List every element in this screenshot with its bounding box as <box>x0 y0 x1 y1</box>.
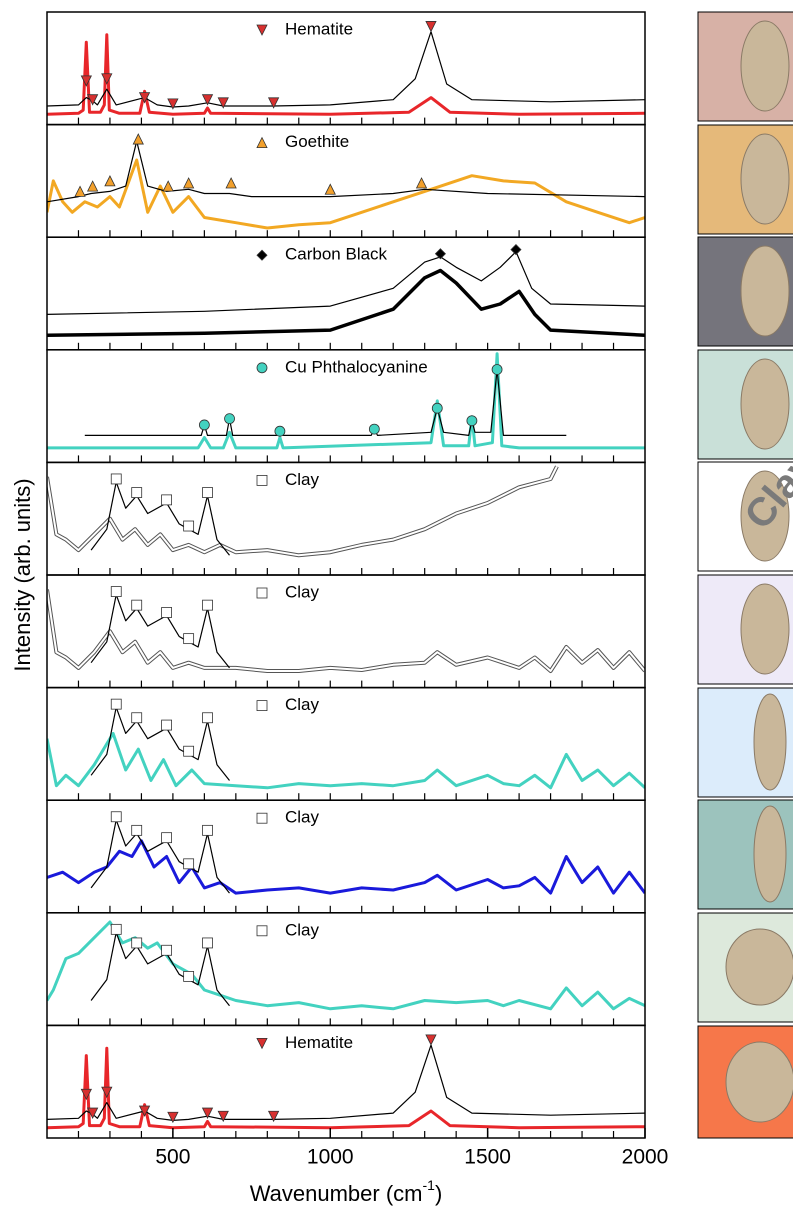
legend-label: Clay <box>285 582 320 601</box>
peak-marker <box>199 420 209 430</box>
x-tick-label: 500 <box>155 1146 190 1169</box>
legend-marker <box>257 138 267 148</box>
spectrum-line <box>47 160 645 228</box>
peak-marker <box>132 713 142 723</box>
peak-marker <box>162 833 172 843</box>
legend-marker <box>257 1038 267 1048</box>
peak-marker <box>432 403 442 413</box>
plot-area <box>47 812 645 893</box>
peak-marker <box>203 600 213 610</box>
peak-marker <box>162 720 172 730</box>
peak-marker <box>111 699 121 709</box>
peak-marker <box>203 713 213 723</box>
x-axis-label-sup: -1 <box>423 1177 436 1193</box>
x-tick-label: 1500 <box>464 1146 511 1169</box>
legend-marker <box>257 250 267 260</box>
peak-marker <box>162 945 172 955</box>
peak-marker <box>132 600 142 610</box>
peak-marker <box>417 178 427 188</box>
peak-marker <box>435 249 445 259</box>
x-tick-label: 2000 <box>622 1146 669 1169</box>
peak-marker <box>203 825 213 835</box>
legend-label: Carbon Black <box>285 245 388 264</box>
peak-marker <box>75 186 85 196</box>
peak-marker <box>105 176 115 186</box>
legend-label: Clay <box>285 808 320 827</box>
peak-marker <box>467 416 477 426</box>
peak-marker <box>162 495 172 505</box>
x-axis-label-end: ) <box>435 1181 442 1206</box>
peak-marker <box>102 74 112 84</box>
legend-label: Clay <box>285 920 320 939</box>
peak-marker <box>492 364 502 374</box>
y-axis-label: Intensity (arb. units) <box>10 478 35 671</box>
peak-marker <box>111 474 121 484</box>
figure: Clay Hematite Goethite Carbon Black Cu Phth… <box>0 0 793 1211</box>
peak-marker <box>184 971 194 981</box>
legend-label: Hematite <box>285 1033 353 1052</box>
legend-label: Clay <box>285 695 320 714</box>
legend-marker <box>257 475 267 485</box>
peak-marker <box>426 21 436 31</box>
spectrum-line <box>47 1048 645 1128</box>
peak-marker <box>133 134 143 144</box>
spectrum-line <box>47 271 645 336</box>
x-axis-label-text: Wavenumber (cm <box>250 1181 423 1206</box>
peak-marker <box>275 426 285 436</box>
legend-marker <box>257 25 267 35</box>
peak-marker <box>88 181 98 191</box>
peak-marker <box>132 938 142 948</box>
panel-frame <box>47 462 645 575</box>
legend-marker <box>257 363 267 373</box>
peak-marker <box>111 812 121 822</box>
peak-marker <box>511 245 521 255</box>
spectrum-line <box>47 32 645 107</box>
legend-label: Hematite <box>285 19 353 38</box>
spectrum-line <box>47 35 645 115</box>
peak-marker <box>226 178 236 188</box>
peak-marker <box>163 181 173 191</box>
x-tick-label: 1000 <box>307 1146 354 1169</box>
peak-marker <box>184 859 194 869</box>
plot-area <box>47 587 645 671</box>
peak-marker <box>225 414 235 424</box>
legend-label: Goethite <box>285 132 349 151</box>
peak-marker <box>111 587 121 597</box>
peak-marker <box>102 1087 112 1097</box>
thumbnails: Clay <box>698 12 793 1138</box>
peak-marker <box>325 184 335 194</box>
peak-marker <box>369 424 379 434</box>
spectrum-line <box>47 733 645 787</box>
peak-marker <box>81 76 91 86</box>
plot-area <box>47 699 645 788</box>
legend-label: Clay <box>285 470 320 489</box>
plot-area <box>47 922 645 1009</box>
spectrum-line <box>47 1045 645 1120</box>
peak-marker <box>184 521 194 531</box>
peak-marker <box>111 924 121 934</box>
legend-marker <box>257 588 267 598</box>
legend-marker <box>257 926 267 936</box>
peak-marker <box>132 825 142 835</box>
legend-marker <box>257 701 267 711</box>
peak-marker <box>81 1089 91 1099</box>
peak-marker <box>184 634 194 644</box>
peak-marker <box>162 607 172 617</box>
spectrum-line <box>47 841 645 893</box>
peak-marker <box>132 488 142 498</box>
x-axis-label: Wavenumber (cm-1) <box>250 1177 443 1206</box>
legend-marker <box>257 813 267 823</box>
legend-label: Cu Phthalocyanine <box>285 357 428 376</box>
peak-marker <box>426 1035 436 1045</box>
peak-marker <box>184 178 194 188</box>
peak-marker <box>203 488 213 498</box>
panel-frame <box>47 800 645 913</box>
peak-marker <box>184 746 194 756</box>
spectrum-line <box>47 922 645 1009</box>
peak-marker <box>203 938 213 948</box>
